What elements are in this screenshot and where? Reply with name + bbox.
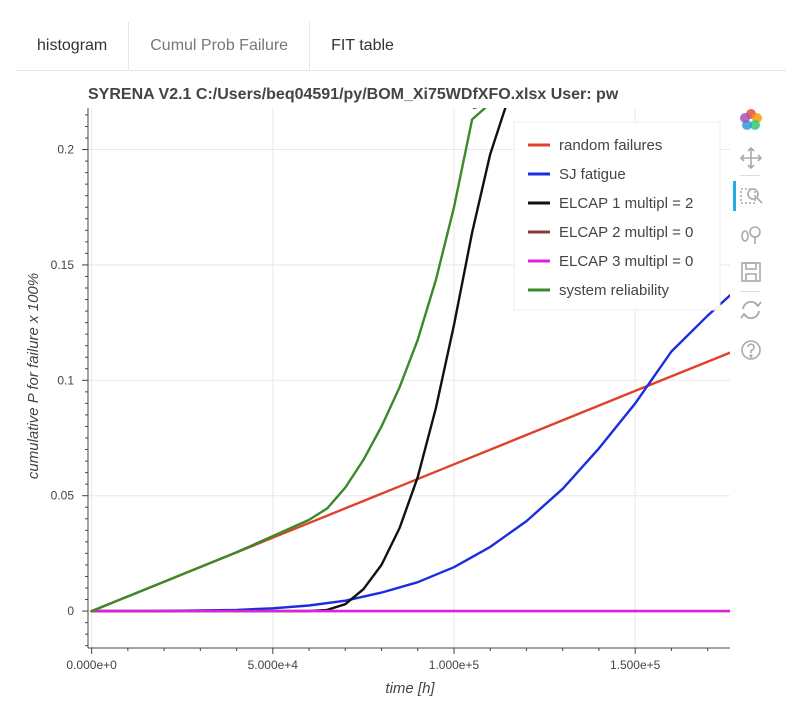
y-tick-label: 0.05 xyxy=(51,489,75,503)
series-line-1 xyxy=(90,293,730,613)
y-tick-label: 0.1 xyxy=(57,373,74,387)
legend-box xyxy=(513,121,721,311)
reset-icon[interactable] xyxy=(738,297,764,323)
y-tick-label: 0.2 xyxy=(57,143,74,157)
x-axis-label: time [h] xyxy=(385,680,435,697)
legend-label[interactable]: system reliability xyxy=(559,282,670,299)
box-zoom-icon[interactable] xyxy=(738,183,764,209)
plot-area xyxy=(90,108,730,613)
save-icon[interactable] xyxy=(738,259,764,285)
cumulative-failure-chart: SYRENA V2.1 C:/Users/beq04591/py/BOM_Xi7… xyxy=(25,86,730,697)
x-tick-label: 0.000e+0 xyxy=(66,658,117,672)
y-tick-label: 0 xyxy=(67,604,74,618)
tab-bar: histogram Cumul Prob Failure FIT table xyxy=(16,22,786,71)
tab-histogram[interactable]: histogram xyxy=(16,22,130,70)
legend-label[interactable]: ELCAP 2 multipl = 0 xyxy=(559,224,693,241)
legend: random failures SJ fatigue ELCAP 1 multipl… xyxy=(513,121,721,311)
wheel-zoom-icon[interactable] xyxy=(738,221,764,247)
legend-label[interactable]: SJ fatigue xyxy=(559,166,626,183)
tab-cumul-prob-failure[interactable]: Cumul Prob Failure xyxy=(129,22,311,70)
legend-label[interactable]: ELCAP 3 multipl = 0 xyxy=(559,253,693,270)
help-icon[interactable] xyxy=(738,337,764,363)
bokeh-logo-icon[interactable] xyxy=(738,107,764,133)
y-axis-label: cumulative P for failure x 100% xyxy=(25,273,42,479)
x-tick-label: 1.000e+5 xyxy=(429,658,480,672)
y-tick-label: 0.15 xyxy=(51,258,75,272)
x-tick-label: 1.500e+5 xyxy=(610,658,661,672)
series-line-2 xyxy=(90,108,507,613)
series-line-5 xyxy=(90,108,487,613)
tab-fit-table[interactable]: FIT table xyxy=(331,37,394,54)
legend-label[interactable]: ELCAP 1 multipl = 2 xyxy=(559,195,693,212)
legend-label[interactable]: random failures xyxy=(559,137,662,154)
pan-icon[interactable] xyxy=(738,145,764,171)
x-tick-label: 5.000e+4 xyxy=(248,658,299,672)
chart-title: SYRENA V2.1 C:/Users/beq04591/py/BOM_Xi7… xyxy=(88,86,619,103)
axes: 0.000e+0 5.000e+4 1.000e+5 1.500e+5 0 0.05 0.1… xyxy=(51,108,730,672)
